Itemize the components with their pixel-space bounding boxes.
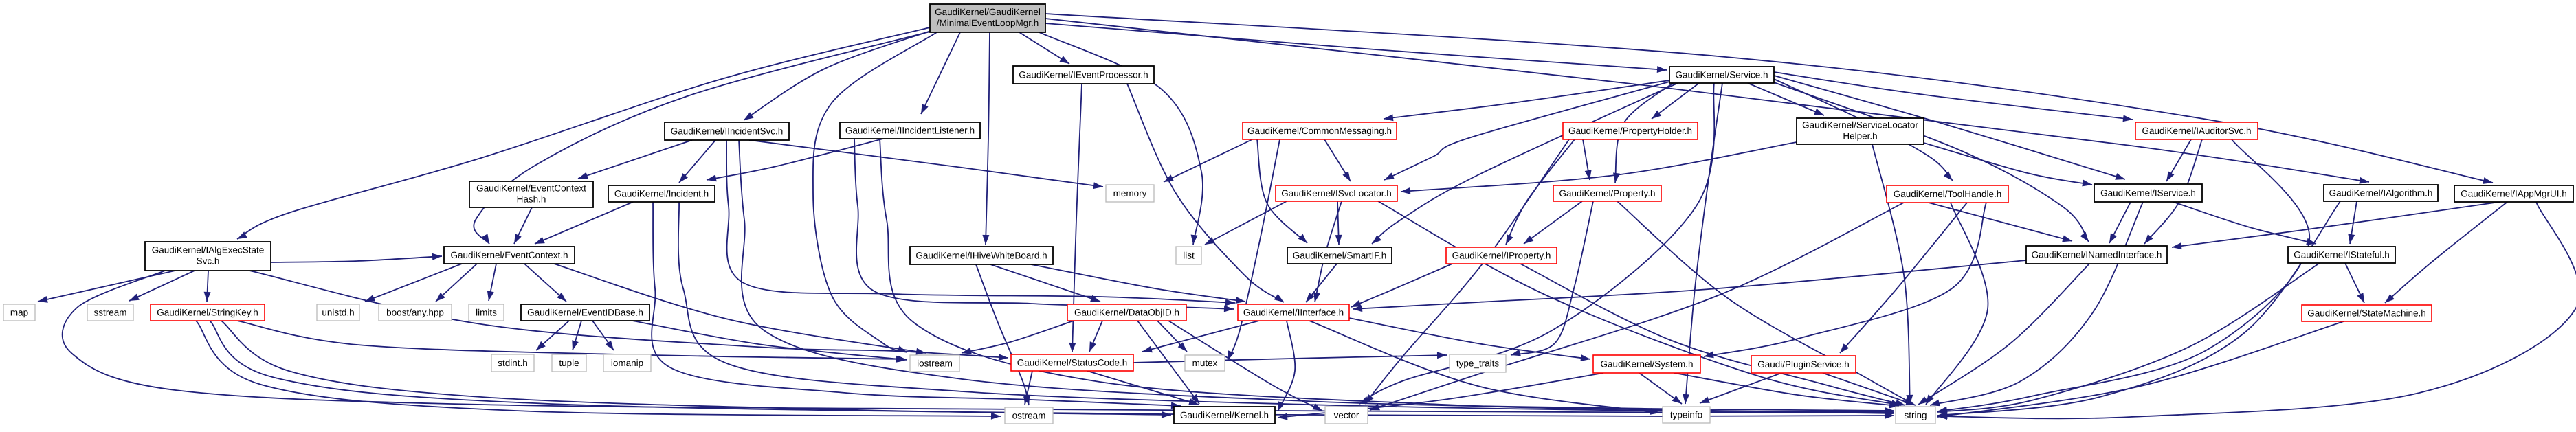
svg-text:memory: memory [1113, 188, 1147, 198]
svg-text:GaudiKernel/IAlgExecState: GaudiKernel/IAlgExecState [152, 245, 265, 255]
svg-text:GaudiKernel/GaudiKernel: GaudiKernel/GaudiKernel [935, 7, 1041, 17]
svg-text:GaudiKernel/ISvcLocator.h: GaudiKernel/ISvcLocator.h [1281, 188, 1392, 198]
svg-text:GaudiKernel/IAlgorithm.h: GaudiKernel/IAlgorithm.h [2329, 188, 2433, 198]
svg-text:GaudiKernel/DataObjID.h: GaudiKernel/DataObjID.h [1074, 308, 1179, 318]
svg-text:GaudiKernel/IHiveWhiteBoard.h: GaudiKernel/IHiveWhiteBoard.h [915, 251, 1047, 261]
svg-text:GaudiKernel/IAppMgrUI.h: GaudiKernel/IAppMgrUI.h [2461, 189, 2567, 199]
svg-text:boost/any.hpp: boost/any.hpp [386, 308, 444, 318]
svg-text:GaudiKernel/INamedInterface.h: GaudiKernel/INamedInterface.h [2032, 250, 2162, 260]
svg-text:GaudiKernel/Property.h: GaudiKernel/Property.h [1559, 188, 1655, 198]
svg-text:tuple: tuple [559, 358, 579, 368]
svg-text:GaudiKernel/EventContext: GaudiKernel/EventContext [476, 183, 586, 194]
svg-text:GaudiKernel/IService.h: GaudiKernel/IService.h [2100, 188, 2196, 198]
svg-text:stdint.h: stdint.h [498, 358, 528, 368]
svg-text:iomanip: iomanip [611, 358, 643, 368]
svg-text:GaudiKernel/StringKey.h: GaudiKernel/StringKey.h [157, 308, 258, 318]
svg-text:GaudiKernel/StatusCode.h: GaudiKernel/StatusCode.h [1017, 358, 1128, 368]
svg-text:limits: limits [476, 308, 497, 318]
svg-text:typeinfo: typeinfo [1670, 410, 1702, 420]
svg-text:Hash.h: Hash.h [517, 194, 546, 205]
svg-text:GaudiKernel/SmartIF.h: GaudiKernel/SmartIF.h [1293, 251, 1387, 261]
svg-text:GaudiKernel/IInterface.h: GaudiKernel/IInterface.h [1243, 308, 1344, 318]
svg-text:sstream: sstream [93, 308, 126, 318]
svg-text:map: map [10, 308, 28, 318]
svg-text:Gaudi/PluginService.h: Gaudi/PluginService.h [1757, 359, 1850, 370]
svg-text:iostream: iostream [917, 359, 953, 369]
svg-text:GaudiKernel/ToolHandle.h: GaudiKernel/ToolHandle.h [1894, 189, 2002, 199]
svg-text:GaudiKernel/IIncidentSvc.h: GaudiKernel/IIncidentSvc.h [671, 126, 784, 137]
svg-text:GaudiKernel/IIncidentListener.: GaudiKernel/IIncidentListener.h [845, 126, 975, 136]
svg-text:Svc.h: Svc.h [197, 256, 220, 266]
svg-text:GaudiKernel/Incident.h: GaudiKernel/Incident.h [614, 189, 709, 199]
svg-text:mutex: mutex [1192, 358, 1218, 368]
svg-text:GaudiKernel/CommonMessaging.h: GaudiKernel/CommonMessaging.h [1247, 126, 1392, 136]
svg-text:GaudiKernel/StateMachine.h: GaudiKernel/StateMachine.h [2307, 308, 2426, 319]
svg-text:GaudiKernel/IEventProcessor.h: GaudiKernel/IEventProcessor.h [1019, 70, 1148, 80]
svg-text:GaudiKernel/EventContext.h: GaudiKernel/EventContext.h [450, 250, 568, 260]
svg-text:GaudiKernel/IProperty.h: GaudiKernel/IProperty.h [1452, 251, 1551, 261]
svg-text:string: string [1904, 410, 1927, 420]
svg-text:type_traits: type_traits [1456, 359, 1500, 369]
svg-text:/MinimalEventLoopMgr.h: /MinimalEventLoopMgr.h [937, 18, 1039, 28]
svg-text:GaudiKernel/IAuditorSvc.h: GaudiKernel/IAuditorSvc.h [2142, 126, 2251, 136]
svg-text:ostream: ostream [1012, 411, 1046, 421]
svg-text:GaudiKernel/Service.h: GaudiKernel/Service.h [1675, 70, 1768, 80]
svg-text:GaudiKernel/PropertyHolder.h: GaudiKernel/PropertyHolder.h [1568, 126, 1692, 136]
svg-text:GaudiKernel/IStateful.h: GaudiKernel/IStateful.h [2294, 250, 2390, 260]
svg-text:GaudiKernel/EventIDBase.h: GaudiKernel/EventIDBase.h [527, 308, 643, 318]
svg-text:GaudiKernel/Kernel.h: GaudiKernel/Kernel.h [1180, 410, 1269, 420]
svg-text:list: list [1183, 251, 1195, 261]
svg-text:GaudiKernel/ServiceLocator: GaudiKernel/ServiceLocator [1802, 120, 1918, 130]
svg-text:Helper.h: Helper.h [1843, 131, 1877, 141]
svg-text:vector: vector [1334, 410, 1359, 420]
svg-text:GaudiKernel/System.h: GaudiKernel/System.h [1600, 359, 1693, 370]
svg-text:unistd.h: unistd.h [322, 308, 354, 318]
